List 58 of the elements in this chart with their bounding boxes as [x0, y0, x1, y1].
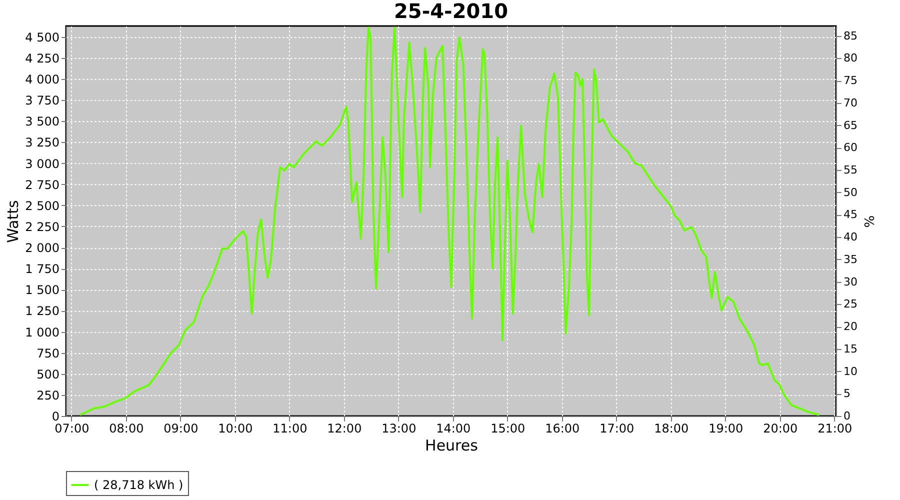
x-tick-label: 08:00	[109, 422, 144, 436]
x-tick-label: 16:00	[545, 422, 580, 436]
y-tick-label: 4 250	[25, 52, 60, 66]
y-tick-label: 500	[36, 367, 60, 382]
y2-tick-label: 35	[844, 252, 858, 266]
x-tick-label: 19:00	[708, 422, 744, 436]
x-tick-label: 09:00	[164, 422, 198, 436]
x-tick-label: 10:00	[218, 422, 253, 436]
x-tick-label: 20:00	[763, 422, 798, 436]
y-tick-label: 2 250	[25, 220, 60, 234]
y-tick-label: 4 000	[25, 72, 60, 87]
y-tick-label: 0	[52, 410, 60, 424]
y2-tick-label: 65	[844, 118, 858, 132]
x-tick-label: 15:00	[490, 422, 526, 436]
x-tick-label: 12:00	[327, 422, 362, 436]
x-tick-label: 13:00	[382, 422, 416, 436]
y-tick-label: 3 000	[25, 156, 60, 171]
y-tick-label: 1 500	[25, 283, 60, 298]
x-axis-title: Heures	[425, 436, 478, 454]
y2-tick-label: 0	[844, 410, 850, 422]
y2-tick-label: 20	[844, 320, 858, 334]
legend-label: ( 28,718 kWh )	[94, 478, 184, 492]
x-tick-label: 11:00	[272, 422, 308, 436]
y-tick-label: 3 750	[25, 94, 60, 108]
y-axis-title: Watts	[4, 200, 22, 243]
y2-tick-label: 50	[844, 186, 858, 199]
y-tick-label: 3 500	[25, 114, 60, 129]
y2-tick-label: 40	[844, 230, 858, 244]
y-tick-label: 2 500	[25, 198, 60, 213]
x-tick-label: 07:00	[54, 422, 90, 436]
y2-tick-label: 80	[844, 52, 858, 65]
x-tick-label: 18:00	[654, 422, 689, 436]
y-tick-label: 3 250	[25, 136, 60, 150]
y2-tick-label: 5	[844, 387, 850, 400]
y-tick-label: 2 750	[25, 178, 60, 192]
y2-tick-label: 75	[844, 74, 858, 88]
y-tick-label: 750	[36, 346, 60, 360]
y2-tick-label: 45	[844, 208, 858, 222]
line-series	[79, 26, 820, 416]
y2-tick-label: 70	[844, 96, 858, 110]
y2-tick-label: 15	[844, 342, 858, 356]
y-tick-label: 250	[36, 388, 60, 402]
y2-tick-label: 60	[844, 141, 858, 154]
y2-tick-label: 85	[844, 29, 858, 42]
x-tick-label: 17:00	[600, 422, 634, 436]
y2-tick-label: 55	[844, 164, 858, 177]
y-tick-label: 1 750	[25, 262, 60, 276]
y2-tick-label: 25	[844, 298, 858, 311]
y-tick-label: 4 500	[25, 30, 60, 44]
y-tick-label: 2 000	[25, 241, 60, 256]
y2-tick-label: 30	[844, 275, 858, 288]
y-tick-label: 1 000	[25, 325, 60, 340]
y2-tick-label: 10	[844, 364, 858, 378]
y-tick-label: 1 250	[25, 304, 60, 318]
x-tick-label: 21:00	[818, 422, 852, 436]
x-tick-label: 14:00	[436, 422, 471, 436]
chart-title: 25-4-2010	[394, 0, 508, 23]
y2-axis-title: %	[860, 215, 876, 228]
